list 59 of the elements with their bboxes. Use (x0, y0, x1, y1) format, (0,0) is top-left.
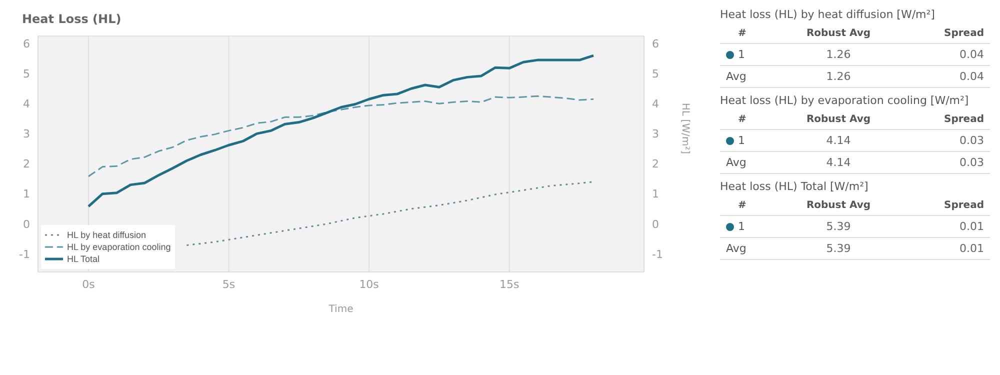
data-label: 1.26 (825, 47, 852, 63)
y-tick-label: 1 (23, 188, 30, 201)
y-tick-label: 4 (23, 98, 30, 111)
line-series (186, 181, 594, 246)
text: Heat loss (HL) by heat diffusion [W/m²] (720, 8, 936, 21)
y-tick-label: 5 (23, 67, 30, 80)
legend-label: HL by evaporation cooling (67, 241, 171, 253)
y2-tick-label: 2 (652, 158, 659, 171)
y2-tick-label: 3 (652, 128, 659, 141)
legend-label: Spread (943, 199, 985, 213)
legend-label: Spread (943, 113, 985, 127)
legend-label: Robust Avg (805, 199, 872, 213)
y2-tick-label: 6 (652, 37, 659, 50)
y2-tick-label: 0 (652, 218, 659, 231)
text: # (737, 113, 748, 127)
legend-label: HL Total (67, 253, 100, 265)
data-label: 4.14 (825, 155, 852, 171)
y-tick-label: -1 (19, 248, 30, 261)
category-label: 1 (737, 133, 746, 149)
data-label: 5.39 (825, 241, 852, 257)
category-label: 1 (737, 47, 746, 63)
y-tick-label: 0 (23, 218, 30, 231)
legend-label: HL by heat diffusion (67, 229, 146, 241)
y2-tick-label: 5 (652, 67, 659, 80)
data-label: 5.39 (825, 219, 852, 235)
x-tick-label: 15s (499, 278, 520, 291)
data-label: 0.01 (958, 219, 985, 235)
y2-tick-label: 4 (652, 98, 659, 111)
y-tick-label: 3 (23, 128, 30, 141)
legend-label: Robust Avg (805, 27, 872, 41)
category-label: 1 (737, 219, 746, 235)
x-tick-label: 5s (222, 278, 236, 291)
text: # (737, 199, 748, 213)
category-label: Avg (725, 241, 748, 257)
x-tick-label: 10s (359, 278, 380, 291)
y-tick-label: 2 (23, 158, 30, 171)
text: Heat loss (HL) Total [W/m²] (720, 180, 870, 193)
x-tick-label: 0s (82, 278, 96, 291)
data-label: 0.04 (958, 47, 985, 63)
data-label: 0.04 (958, 69, 985, 85)
data-label: 0.01 (958, 241, 985, 257)
category-label: Avg (725, 155, 748, 171)
text: Heat loss (HL) by evaporation cooling [W/m²] (720, 94, 970, 107)
text: # (737, 27, 748, 41)
data-label: 4.14 (825, 133, 852, 149)
data-label: 1.26 (825, 69, 852, 85)
y2-axis-title: HL [W/m²] (679, 102, 690, 154)
legend-label: Spread (943, 27, 985, 41)
chart-title: Heat Loss (HL) (21, 11, 122, 28)
data-label: 0.03 (958, 155, 985, 171)
category-label: Avg (725, 69, 748, 85)
y2-tick-label: 1 (652, 188, 659, 201)
x-axis-title: Time (328, 304, 354, 315)
data-label: 0.03 (958, 133, 985, 149)
line-series (88, 95, 594, 178)
line-series (87, 54, 595, 208)
y2-tick-label: -1 (652, 248, 663, 261)
legend-label: Robust Avg (805, 113, 872, 127)
y-tick-label: 6 (23, 37, 30, 50)
